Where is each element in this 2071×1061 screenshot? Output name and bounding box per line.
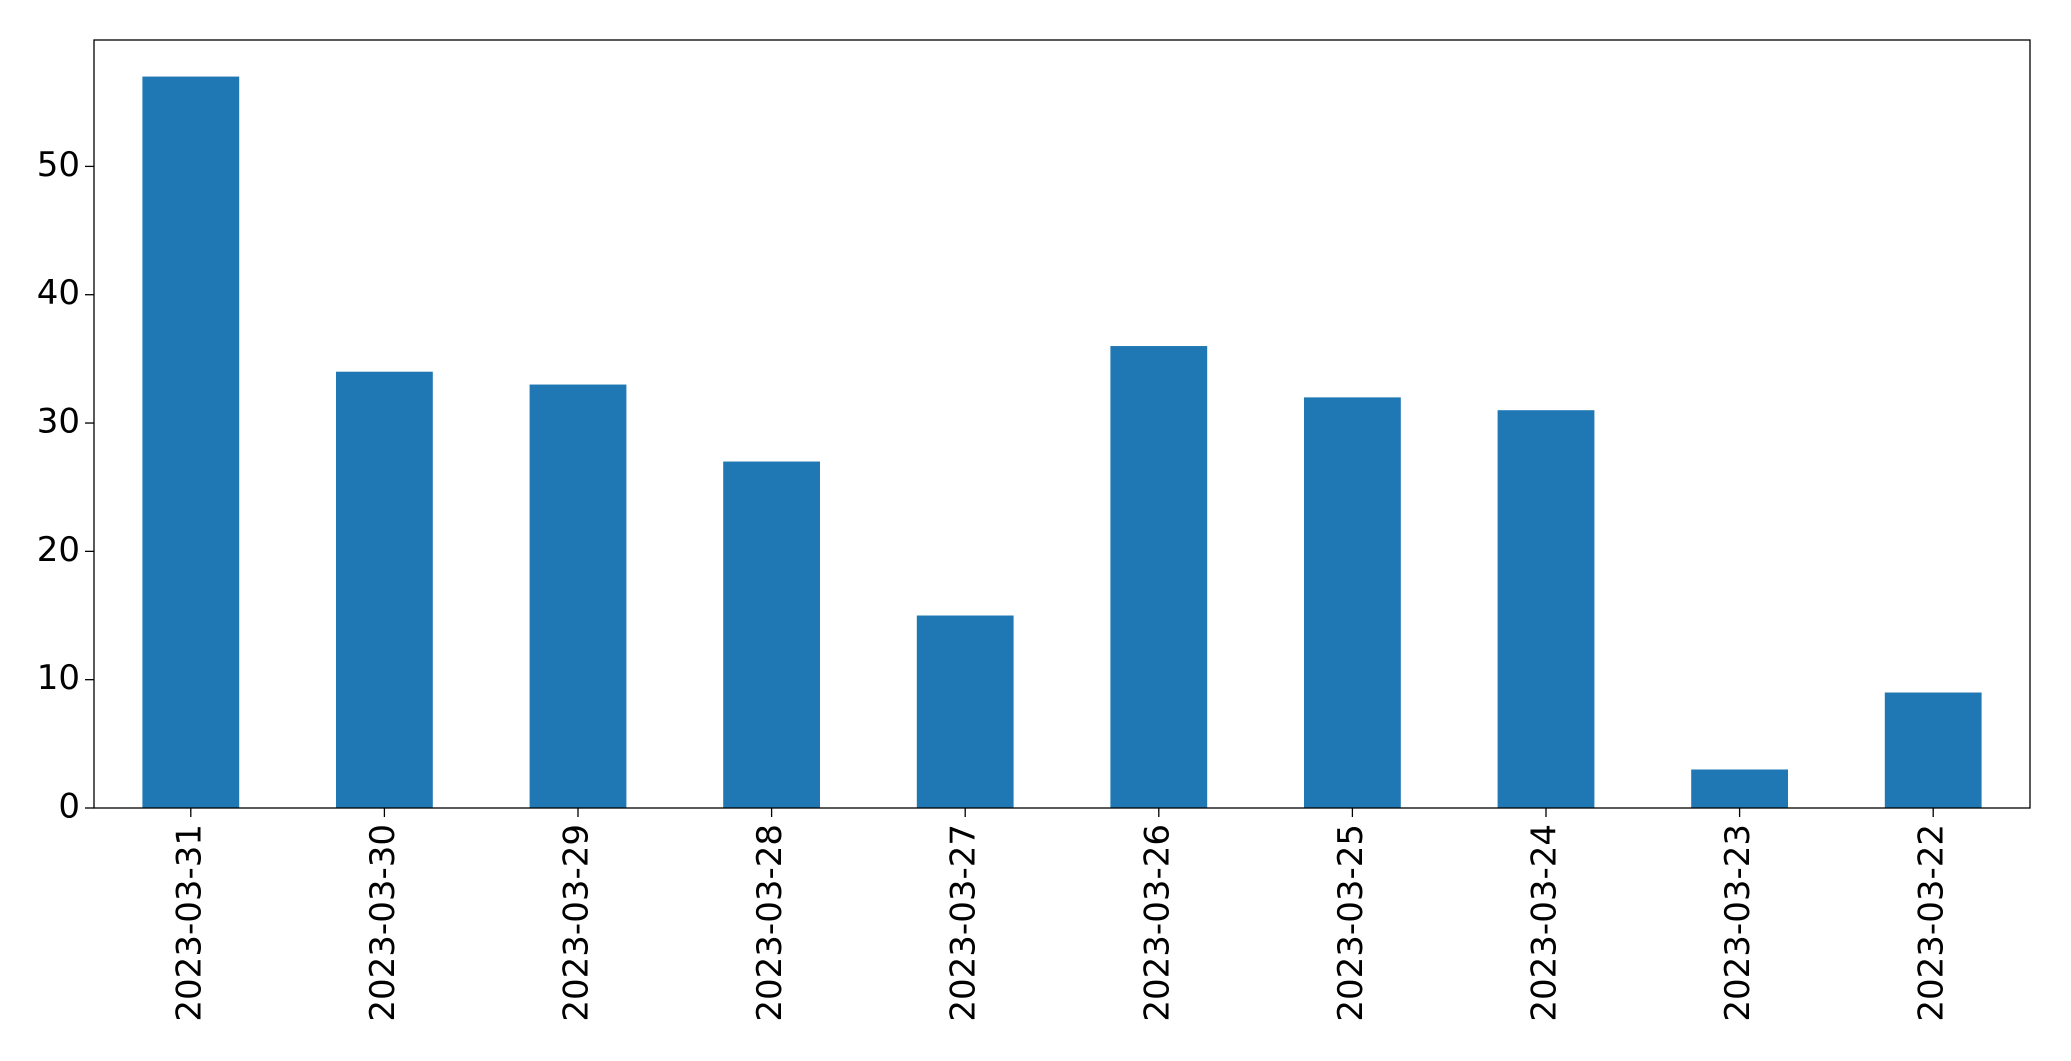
bar — [1691, 769, 1788, 808]
plot-frame — [93, 39, 2031, 809]
y-tick-label: 0 — [58, 787, 80, 827]
x-tick-label: 2023-03-28 — [750, 824, 790, 1022]
y-tick-label: 50 — [37, 145, 80, 185]
bar — [1497, 410, 1595, 808]
x-tick-label: 2023-03-27 — [944, 824, 984, 1022]
x-tick-label: 2023-03-22 — [1912, 824, 1952, 1022]
bar — [1110, 346, 1208, 808]
y-tick-label: 10 — [37, 658, 80, 698]
x-tick-label: 2023-03-30 — [363, 824, 403, 1022]
x-tick-label: 2023-03-25 — [1331, 824, 1371, 1022]
y-tick-label: 40 — [37, 273, 80, 313]
bar — [916, 615, 1014, 808]
y-tick-label: 20 — [37, 530, 80, 570]
bar — [723, 461, 820, 808]
y-tick-label: 30 — [37, 402, 80, 442]
bar — [336, 371, 433, 808]
x-tick-label: 2023-03-29 — [557, 824, 597, 1022]
x-tick-label: 2023-03-24 — [1525, 824, 1565, 1022]
bar — [1884, 692, 1982, 808]
x-tick-label: 2023-03-26 — [1137, 824, 1177, 1022]
bar — [1304, 397, 1401, 808]
bar — [142, 76, 240, 809]
bar — [529, 384, 627, 808]
x-tick-label: 2023-03-31 — [169, 824, 209, 1022]
x-tick-label: 2023-03-23 — [1718, 824, 1758, 1022]
